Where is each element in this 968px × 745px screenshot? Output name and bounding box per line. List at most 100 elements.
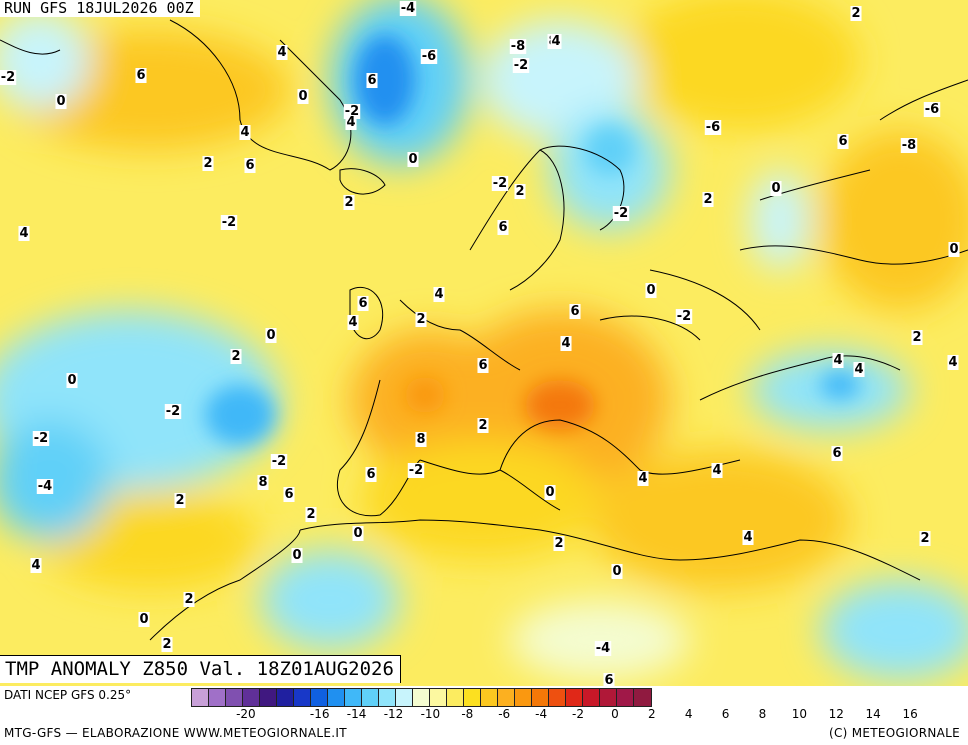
contour-label: 4 (19, 226, 28, 241)
contour-label: 4 (854, 362, 863, 377)
contour-label: 6 (367, 73, 376, 88)
contour-label-bg (220, 215, 238, 230)
contour-label: 0 (56, 94, 65, 109)
contour-label: -2 (614, 206, 628, 221)
scale-swatch (413, 689, 430, 706)
contour-label-bg (433, 287, 445, 302)
contour-label-bg (512, 58, 530, 73)
contour-label: 4 (348, 315, 357, 330)
scale-tick-label: -14 (346, 707, 367, 721)
scale-swatch (481, 689, 498, 706)
contour-label: -4 (596, 641, 610, 656)
contour-label-bg (270, 454, 288, 469)
contour-label-bg (345, 115, 357, 130)
contour-label: 4 (561, 336, 570, 351)
scale-swatch (226, 689, 243, 706)
contour-label-bg (603, 673, 615, 686)
contour-label: 6 (358, 296, 367, 311)
scale-swatch (345, 689, 362, 706)
scale-tick-label: 2 (647, 707, 656, 721)
anomaly-map: 2460-2-4-6-88-2046246-2406-8-6-6-22-2202… (0, 0, 968, 686)
scale-swatch (277, 689, 294, 706)
scale-swatch (311, 689, 328, 706)
contour-label: -2 (514, 58, 528, 73)
scale-swatch (549, 689, 566, 706)
source-text: DATI NCEP GFS 0.25° (4, 688, 132, 702)
run-title: RUN GFS 18JUL2026 00Z (0, 0, 200, 17)
contour-label: -2 (493, 176, 507, 191)
contour-label-bg (365, 467, 377, 482)
contour-labels: 2460-2-4-6-88-2046246-2406-8-6-6-22-2202… (0, 1, 960, 686)
contour-label: -4 (38, 479, 52, 494)
contour-label: 2 (478, 418, 487, 433)
contour-label-bg (347, 315, 359, 330)
contour-label-bg (244, 158, 256, 173)
contour-label: -6 (422, 49, 436, 64)
credit-right: (C) METEOGIORNALE (828, 726, 960, 740)
contour-label: 6 (245, 158, 254, 173)
coastlines (0, 19, 968, 641)
contour-label-bg (947, 355, 959, 370)
scale-tick-label: 0 (611, 707, 619, 721)
contour-label: 2 (416, 312, 425, 327)
scale-tick-label: -8 (461, 707, 474, 721)
contour-label-bg (305, 507, 317, 522)
contour-label-bg (569, 304, 581, 319)
scale-swatch (515, 689, 532, 706)
contour-label: 2 (203, 156, 212, 171)
color-scale (191, 688, 652, 707)
scale-tick-label: 10 (791, 707, 808, 721)
contour-label: 4 (743, 530, 752, 545)
scale-swatch (464, 689, 481, 706)
contour-label: 6 (832, 446, 841, 461)
scale-swatch (260, 689, 277, 706)
contour-label: -8 (902, 138, 916, 153)
contour-label: 0 (292, 548, 301, 563)
contour-label-bg (497, 220, 509, 235)
scale-swatch (498, 689, 515, 706)
contour-label-bg (343, 195, 355, 210)
contour-label: -2 (222, 215, 236, 230)
contour-label-bg (291, 548, 303, 563)
contour-label: 0 (139, 612, 148, 627)
contour-label-bg (230, 349, 242, 364)
contour-label: 2 (703, 192, 712, 207)
contour-label: 0 (353, 526, 362, 541)
contour-label-bg (553, 536, 565, 551)
scale-swatch (430, 689, 447, 706)
contour-label-bg (742, 530, 754, 545)
contour-label: 0 (298, 89, 307, 104)
contour-label: 2 (344, 195, 353, 210)
contour-label: 6 (136, 68, 145, 83)
contour-label-bg (514, 184, 526, 199)
contour-label-bg (202, 156, 214, 171)
contour-label-bg (612, 206, 630, 221)
contour-label: 4 (434, 287, 443, 302)
contour-label: 4 (346, 115, 355, 130)
contour-label: 0 (646, 283, 655, 298)
scale-tick-label: 12 (828, 707, 844, 721)
contour-label-bg (183, 592, 195, 607)
contour-label-bg (702, 192, 714, 207)
contour-label: 0 (67, 373, 76, 388)
contour-label-bg (239, 125, 251, 140)
scale-swatch (243, 689, 260, 706)
scale-swatch (566, 689, 583, 706)
contour-label-bg (477, 358, 489, 373)
contour-label-bg (366, 73, 378, 88)
contour-label: 8 (258, 475, 267, 490)
contour-label-bg (276, 45, 288, 60)
scale-swatch (294, 689, 311, 706)
contour-label: 4 (240, 125, 249, 140)
contour-label: -6 (706, 120, 720, 135)
contour-label-bg (477, 418, 489, 433)
contour-label: 4 (551, 34, 560, 49)
contour-label-bg (415, 312, 427, 327)
contour-label-bg (544, 485, 556, 500)
scale-tick-label: 6 (721, 707, 730, 721)
contour-label-bg (55, 94, 67, 109)
scale-swatch (634, 689, 651, 706)
contour-label: 0 (771, 181, 780, 196)
scale-swatch (396, 689, 413, 706)
contour-label-bg (297, 89, 309, 104)
